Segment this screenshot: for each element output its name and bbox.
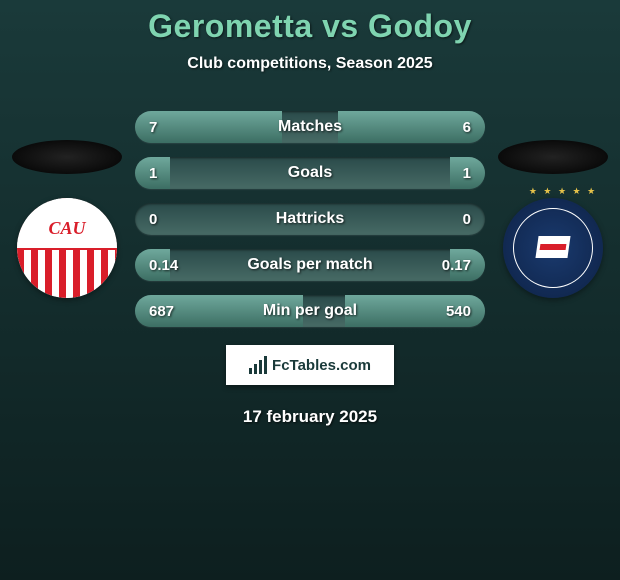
page-title: Gerometta vs Godoy xyxy=(148,8,472,45)
infographic-root: Gerometta vs Godoy Club competitions, Se… xyxy=(0,0,620,427)
player-left-silhouette xyxy=(12,140,122,174)
logo-bar-segment xyxy=(264,356,267,374)
comparison-row: CAU 7Matches6 1Goals1 0Hattricks0 0.14Goals… xyxy=(0,111,620,327)
stat-label: Hattricks xyxy=(135,210,485,228)
logo-bars-icon xyxy=(249,356,267,374)
stat-value-right: 0.17 xyxy=(442,257,471,274)
logo-text: FcTables.com xyxy=(272,357,371,374)
stat-value-right: 540 xyxy=(446,303,471,320)
stats-bars: 7Matches6 1Goals1 0Hattricks0 0.14Goals per… xyxy=(135,111,485,327)
player-right-column: ★ ★ ★ ★ ★ xyxy=(493,140,613,298)
stat-label: Matches xyxy=(135,118,485,136)
stat-value-right: 1 xyxy=(463,165,471,182)
club-crest-left: CAU xyxy=(17,198,117,298)
logo-bar-segment xyxy=(259,360,262,374)
crest-right-wrap: ★ ★ ★ ★ ★ xyxy=(503,198,603,298)
branding-logo: FcTables.com xyxy=(226,345,394,385)
stat-bar: 0.14Goals per match0.17 xyxy=(135,249,485,281)
crest-right-flag xyxy=(535,236,570,258)
footer-date: 17 february 2025 xyxy=(243,407,377,427)
stat-bar: 1Goals1 xyxy=(135,157,485,189)
stat-label: Min per goal xyxy=(135,302,485,320)
stat-bar: 687Min per goal540 xyxy=(135,295,485,327)
stat-label: Goals xyxy=(135,164,485,182)
page-subtitle: Club competitions, Season 2025 xyxy=(187,55,432,73)
logo-bar-segment xyxy=(254,364,257,374)
stat-bar: 7Matches6 xyxy=(135,111,485,143)
player-right-silhouette xyxy=(498,140,608,174)
player-left-column: CAU xyxy=(7,140,127,298)
crest-left-stripes xyxy=(17,198,117,298)
stat-bar: 0Hattricks0 xyxy=(135,203,485,235)
crest-left-letters: CAU xyxy=(17,218,117,239)
stat-value-right: 6 xyxy=(463,119,471,136)
logo-bar-segment xyxy=(249,368,252,374)
crest-right-stars: ★ ★ ★ ★ ★ xyxy=(503,186,620,197)
stat-label: Goals per match xyxy=(135,256,485,274)
stat-value-right: 0 xyxy=(463,211,471,228)
club-crest-right xyxy=(503,198,603,298)
